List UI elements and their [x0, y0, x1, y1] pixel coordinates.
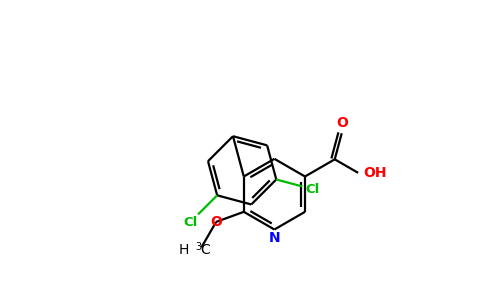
Text: O: O — [210, 215, 222, 229]
Text: C: C — [200, 243, 210, 257]
Text: H: H — [179, 243, 189, 257]
Text: Cl: Cl — [183, 215, 197, 229]
Text: OH: OH — [363, 166, 387, 180]
Text: Cl: Cl — [305, 183, 320, 196]
Text: N: N — [269, 231, 280, 245]
Text: 3: 3 — [196, 242, 202, 252]
Text: O: O — [337, 116, 348, 130]
